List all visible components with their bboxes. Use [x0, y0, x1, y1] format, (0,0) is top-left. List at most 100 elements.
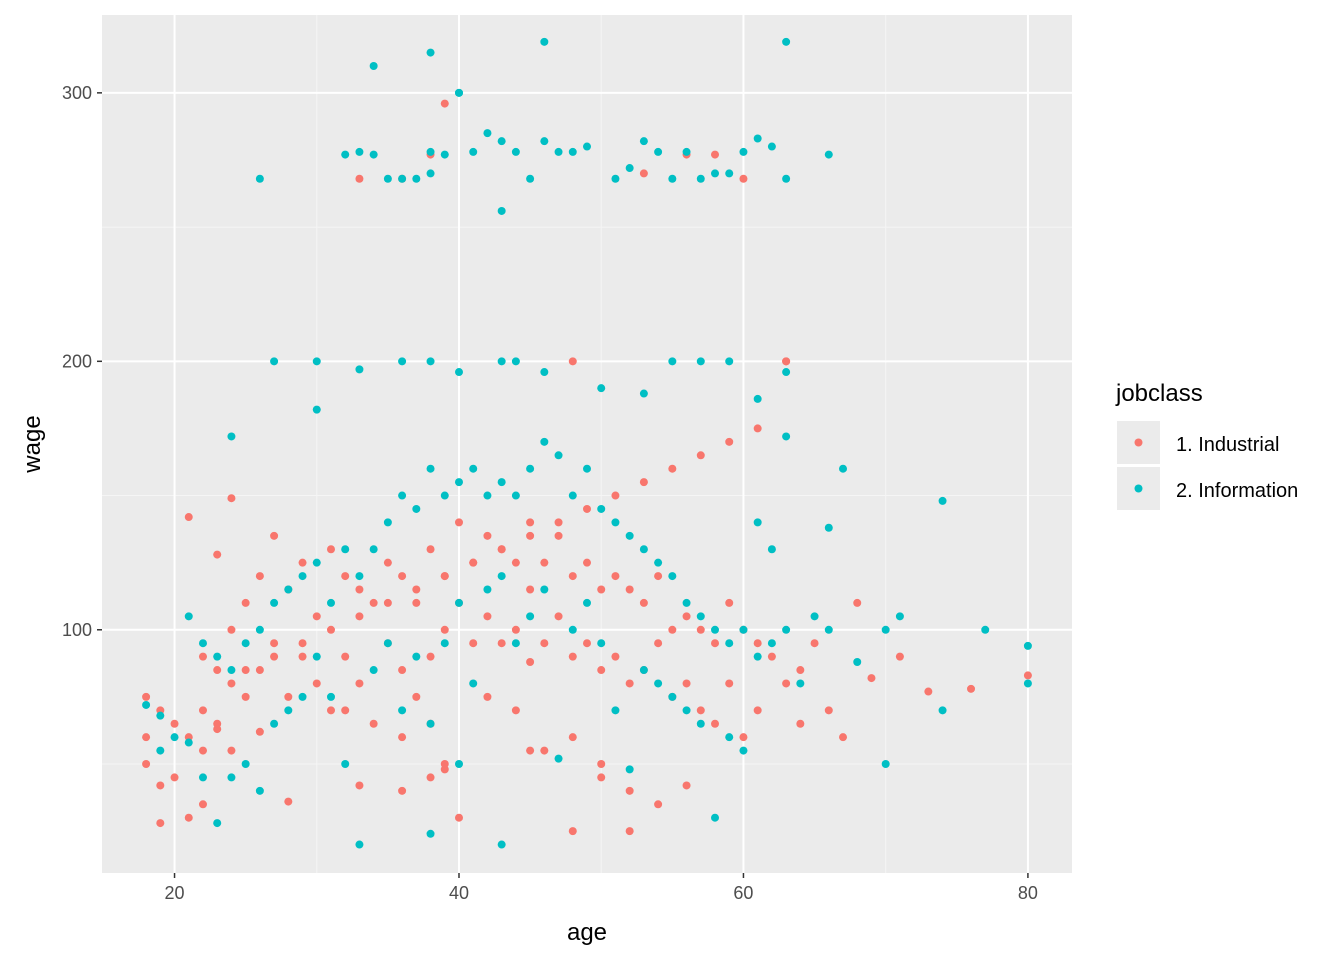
data-point — [696, 357, 705, 366]
data-point — [568, 827, 577, 836]
data-point — [198, 746, 207, 755]
data-point — [682, 147, 691, 156]
data-point — [440, 150, 449, 159]
data-point — [782, 432, 791, 441]
data-point — [255, 174, 264, 183]
data-point — [668, 174, 677, 183]
data-point — [398, 491, 407, 500]
legend-dot-industrial — [1134, 438, 1143, 447]
data-point — [668, 572, 677, 581]
data-point — [255, 572, 264, 581]
data-point — [398, 174, 407, 183]
data-point — [497, 206, 506, 215]
data-point — [412, 504, 421, 513]
data-point — [227, 679, 236, 688]
data-point — [824, 706, 833, 715]
data-point — [583, 504, 591, 513]
data-point — [725, 169, 734, 178]
data-point — [725, 639, 734, 648]
data-point — [483, 491, 492, 500]
data-point — [426, 169, 435, 178]
data-point — [454, 88, 463, 97]
data-point — [326, 545, 335, 554]
data-point — [270, 639, 279, 648]
data-point — [341, 545, 350, 554]
data-point — [753, 639, 762, 648]
data-point — [483, 585, 492, 594]
data-point — [824, 625, 833, 634]
data-point — [312, 558, 321, 567]
data-point — [142, 760, 151, 769]
data-point — [739, 147, 748, 156]
data-point — [625, 827, 634, 836]
data-point — [668, 692, 677, 701]
data-point — [312, 612, 321, 621]
data-point — [483, 612, 492, 621]
data-point — [412, 174, 421, 183]
data-point — [682, 679, 691, 688]
data-point — [540, 437, 549, 446]
data-point — [184, 738, 193, 747]
data-point — [198, 652, 207, 661]
data-point — [540, 585, 549, 594]
x-axis-title: age — [567, 919, 607, 946]
data-point — [412, 652, 421, 661]
data-point — [454, 598, 463, 607]
data-point — [355, 840, 364, 849]
data-point — [597, 504, 606, 513]
data-point — [142, 692, 151, 701]
data-point — [526, 464, 535, 473]
data-point — [796, 666, 805, 675]
data-point — [639, 169, 648, 178]
data-point — [511, 625, 520, 634]
data-point — [611, 706, 620, 715]
data-point — [597, 666, 606, 675]
data-point — [711, 169, 720, 178]
data-point — [796, 719, 805, 728]
data-point — [497, 357, 506, 366]
data-point — [497, 572, 506, 581]
data-point — [341, 150, 350, 159]
data-point — [526, 585, 535, 594]
data-point — [881, 625, 890, 634]
data-point — [326, 625, 335, 634]
data-points — [142, 37, 1032, 849]
data-point — [554, 531, 563, 540]
grid — [102, 15, 1072, 873]
data-point — [426, 464, 435, 473]
data-point — [312, 405, 321, 414]
data-point — [625, 765, 634, 774]
x-axis-ticks: 20 40 60 80 — [165, 873, 1038, 903]
data-point — [767, 545, 776, 554]
data-point — [255, 727, 264, 736]
x-tick-label: 20 — [165, 883, 185, 903]
data-point — [782, 679, 791, 688]
data-point — [426, 545, 435, 554]
data-point — [156, 819, 165, 828]
data-point — [682, 612, 691, 621]
data-point — [668, 464, 677, 473]
data-point — [753, 424, 762, 433]
data-point — [511, 147, 520, 156]
data-point — [241, 692, 250, 701]
data-point — [198, 800, 207, 809]
y-tick-label: 100 — [62, 620, 92, 640]
data-point — [369, 545, 378, 554]
data-point — [483, 129, 492, 138]
data-point — [298, 639, 307, 648]
data-point — [611, 652, 620, 661]
data-point — [711, 150, 720, 159]
data-point — [369, 150, 378, 159]
data-point — [895, 612, 904, 621]
data-point — [497, 840, 506, 849]
data-point — [255, 786, 264, 795]
data-point — [511, 639, 520, 648]
data-point — [583, 639, 591, 648]
data-point — [298, 652, 307, 661]
data-point — [454, 368, 463, 377]
data-point — [454, 518, 463, 527]
data-point — [639, 666, 648, 675]
data-point — [625, 164, 634, 173]
data-point — [611, 572, 620, 581]
data-point — [782, 368, 791, 377]
